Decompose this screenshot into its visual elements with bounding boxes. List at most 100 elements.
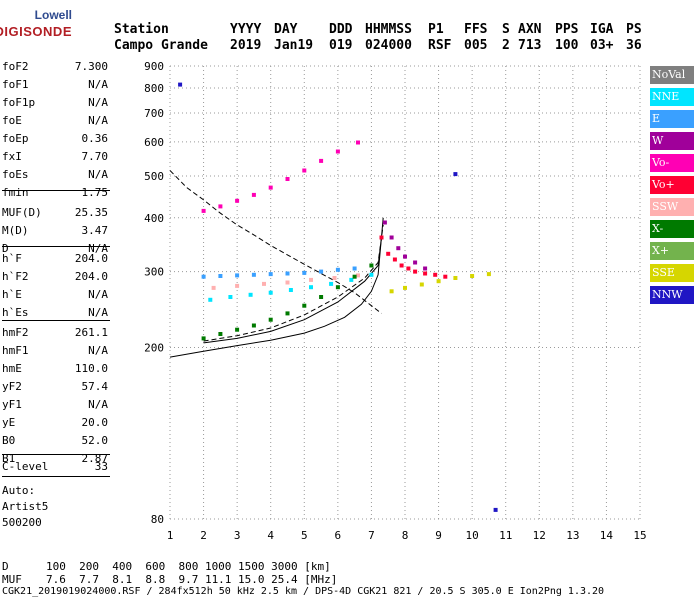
param-b0: B0 52.0 [2, 434, 108, 450]
footer-distance-row: D 100 200 400 600 800 1000 1500 3000 [km] [2, 560, 331, 573]
param-name: D [2, 242, 9, 255]
echo-point [268, 317, 273, 322]
param-hme: hmE 110.0 [2, 362, 108, 378]
legend-item-x-: X- [650, 220, 694, 238]
param-name: B0 [2, 434, 16, 447]
echo-point [248, 292, 253, 297]
header-label-station: Station [114, 22, 169, 37]
header-label-pps: PPS [555, 22, 579, 37]
echo-point [403, 285, 407, 290]
header-value-station: Campo Grande [114, 38, 208, 53]
x-tick-label: 6 [335, 529, 342, 542]
param-value: N/A [88, 114, 108, 127]
echo-point [319, 269, 324, 274]
echo-point [352, 274, 357, 279]
echo-point [178, 82, 183, 87]
legend-item-ssw: SSW [650, 198, 694, 216]
x-tick-label: 10 [466, 529, 479, 542]
param-name: yF2 [2, 380, 22, 393]
param-value: N/A [88, 288, 108, 301]
echo-point [443, 274, 448, 279]
param-value: N/A [88, 168, 108, 181]
echo-point [235, 283, 240, 288]
echo-point [433, 272, 438, 277]
param-value: 52.0 [81, 434, 109, 447]
y-tick-label: 80 [151, 513, 164, 526]
legend-item-x-: X+ [650, 242, 694, 260]
echo-point [228, 295, 233, 299]
param-name: foF1 [2, 78, 29, 91]
param-value: 1.75 [81, 186, 109, 199]
param-yf2: yF2 57.4 [2, 380, 108, 396]
param-name: B1 [2, 452, 16, 465]
echo-point [379, 235, 384, 240]
x-tick-label: 9 [435, 529, 442, 542]
autoscale-artist: Artist5 [2, 500, 49, 513]
echo-point [329, 281, 334, 286]
param-value: 204.0 [74, 252, 108, 265]
header-label-hhmmss: HHMMSS [365, 22, 412, 37]
echo-point [396, 246, 401, 251]
header-value-hhmmss: 024000 [365, 38, 412, 53]
footer-muf-label: MUF [2, 573, 22, 586]
header-value-p1: RSF [428, 38, 452, 53]
echo-point [208, 297, 213, 302]
param-name: foF2 [2, 60, 29, 73]
echo-point [285, 177, 290, 181]
y-tick-label: 500 [144, 170, 164, 183]
echo-point [285, 280, 290, 285]
echo-point [201, 274, 206, 279]
x-tick-label: 11 [499, 529, 512, 542]
param-ye: yE 20.0 [2, 416, 108, 432]
param-name: hmF1 [2, 344, 29, 357]
x-tick-label: 3 [234, 529, 241, 542]
autoscale-label: Auto: [2, 484, 36, 497]
param-name: foEp [2, 132, 29, 145]
footer-distance-label: D [2, 560, 9, 573]
echo-point [302, 168, 307, 173]
legend-item-e: E [650, 110, 694, 128]
y-tick-label: 800 [144, 82, 164, 95]
echo-point [352, 266, 357, 271]
param-hf2: h`F2 204.0 [2, 270, 108, 286]
param-divider [2, 454, 110, 455]
param-he: h`E N/A [2, 288, 108, 304]
param-value: 0.36 [81, 132, 109, 145]
param-value: N/A [88, 78, 108, 91]
param-hmf2: hmF2 261.1 [2, 326, 108, 342]
x-tick-label: 4 [267, 529, 274, 542]
param-value: N/A [88, 242, 108, 255]
param-name: h`E [2, 288, 22, 301]
param-value: 25.35 [74, 206, 108, 219]
echo-point [403, 254, 407, 259]
x-tick-label: 2 [200, 529, 207, 542]
header-value-ps: 36 [626, 38, 642, 53]
echo-point [211, 285, 216, 290]
param-name: fmin [2, 186, 29, 199]
profile-curve-solid [203, 237, 382, 344]
param-name: foEs [2, 168, 29, 181]
y-tick-label: 700 [144, 107, 164, 120]
echo-point [268, 272, 273, 277]
echo-point [386, 251, 391, 256]
footer-distance-values: 100 200 400 600 800 1000 1500 3000 [km] [46, 560, 331, 573]
param-name: hmE [2, 362, 22, 375]
echo-point [389, 289, 394, 294]
header-value-iga: 03+ [590, 38, 614, 53]
echo-point [285, 271, 290, 276]
echo-point [235, 273, 240, 278]
profile-curve-dashed [169, 170, 382, 314]
param-value: 33 [94, 460, 108, 473]
param-name: h`F [2, 252, 22, 265]
echo-point [349, 277, 354, 282]
x-tick-label: 7 [368, 529, 375, 542]
chart-grid [169, 65, 641, 520]
echo-point [302, 270, 307, 275]
y-tick-label: 400 [144, 212, 164, 225]
legend-item-w: W [650, 132, 694, 150]
footer-muf-values: 7.6 7.7 8.1 8.8 9.7 11.1 15.0 25.4 [MHz] [46, 573, 338, 586]
echo-point [470, 274, 475, 278]
x-tick-label: 12 [533, 529, 546, 542]
echo-point [285, 311, 290, 316]
legend-item-sse: SSE [650, 264, 694, 282]
